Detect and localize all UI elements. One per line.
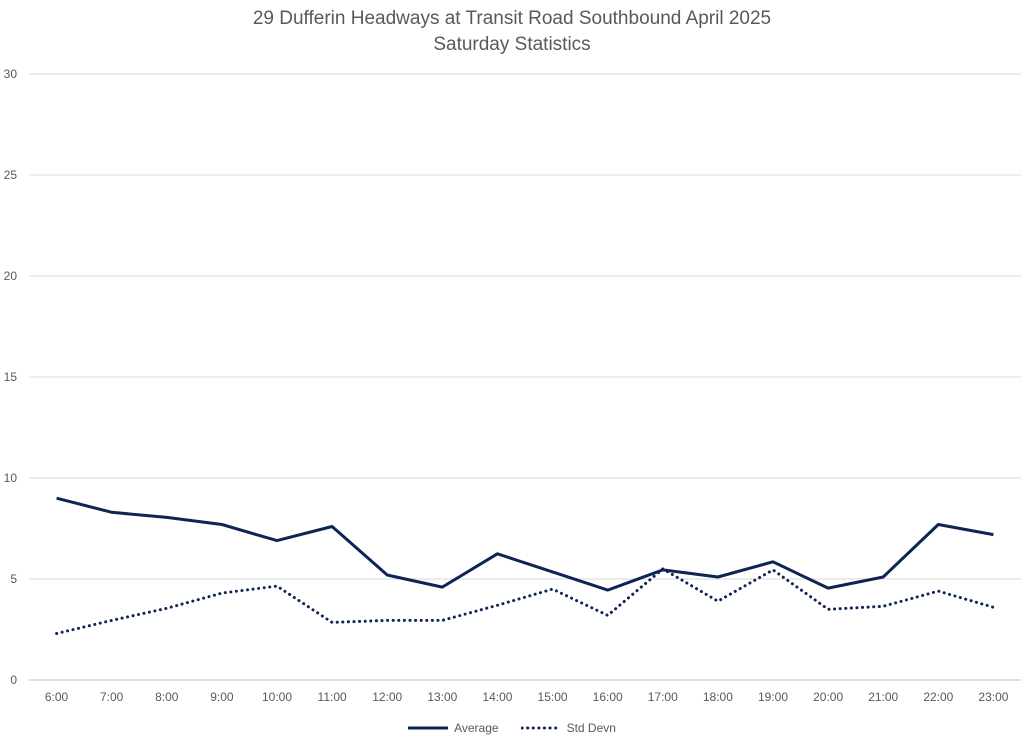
x-tick-label: 20:00	[813, 690, 843, 704]
x-tick-label: 11:00	[318, 690, 347, 704]
x-tick-label: 23:00	[978, 690, 1008, 704]
x-tick-label: 13:00	[427, 690, 457, 704]
x-tick-label: 21:00	[868, 690, 898, 704]
y-tick-label: 5	[10, 572, 17, 586]
x-tick-label: 19:00	[758, 690, 788, 704]
y-tick-label: 25	[4, 168, 18, 182]
x-tick-label: 10:00	[262, 690, 292, 704]
x-tick-label: 8:00	[155, 690, 179, 704]
x-tick-label: 9:00	[210, 690, 234, 704]
gridlines	[29, 73, 1021, 681]
x-tick-label: 16:00	[593, 690, 623, 704]
x-tick-label: 22:00	[923, 690, 953, 704]
y-tick-label: 30	[4, 67, 18, 81]
legend: Average Std Devn	[0, 719, 1024, 737]
series-line-average	[56, 496, 994, 592]
chart-title-block: 29 Dufferin Headways at Transit Road Sou…	[0, 6, 1024, 58]
data-point	[221, 593, 222, 594]
data-point	[717, 601, 718, 602]
series-line-std-devn	[55, 567, 995, 635]
x-tick-label: 15:00	[538, 690, 568, 704]
x-tick-label: 6:00	[45, 690, 69, 704]
legend-solid-line-icon	[408, 726, 449, 730]
x-tick-label: 14:00	[482, 690, 512, 704]
chart-subtitle: Saturday Statistics	[433, 34, 591, 55]
x-tick-label: 12:00	[372, 690, 402, 704]
chart-title: 29 Dufferin Headways at Transit Road Sou…	[252, 8, 772, 29]
legend-label-std-devn: Std Devn	[566, 721, 616, 735]
y-tick-label: 0	[10, 673, 17, 687]
x-tick-label: 7:00	[100, 690, 124, 704]
x-axis-ticks: 6:00 7:00 8:00 9:00 10:00 11:00 12:00 13:00 14:0…	[45, 690, 1009, 704]
legend-label-average: Average	[454, 721, 499, 735]
series-lines	[55, 496, 995, 635]
y-axis-ticks: 0 5 10 15 20 25 30	[4, 67, 18, 687]
y-tick-label: 15	[4, 370, 18, 384]
legend-item-std-devn: Std Devn	[520, 721, 616, 735]
x-tick-label: 17:00	[648, 690, 678, 704]
legend-dotted-line-icon	[520, 726, 561, 730]
y-tick-label: 10	[4, 471, 18, 485]
y-tick-label: 20	[4, 269, 18, 283]
legend-item-average: Average	[408, 721, 499, 735]
x-tick-label: 18:00	[703, 690, 733, 704]
